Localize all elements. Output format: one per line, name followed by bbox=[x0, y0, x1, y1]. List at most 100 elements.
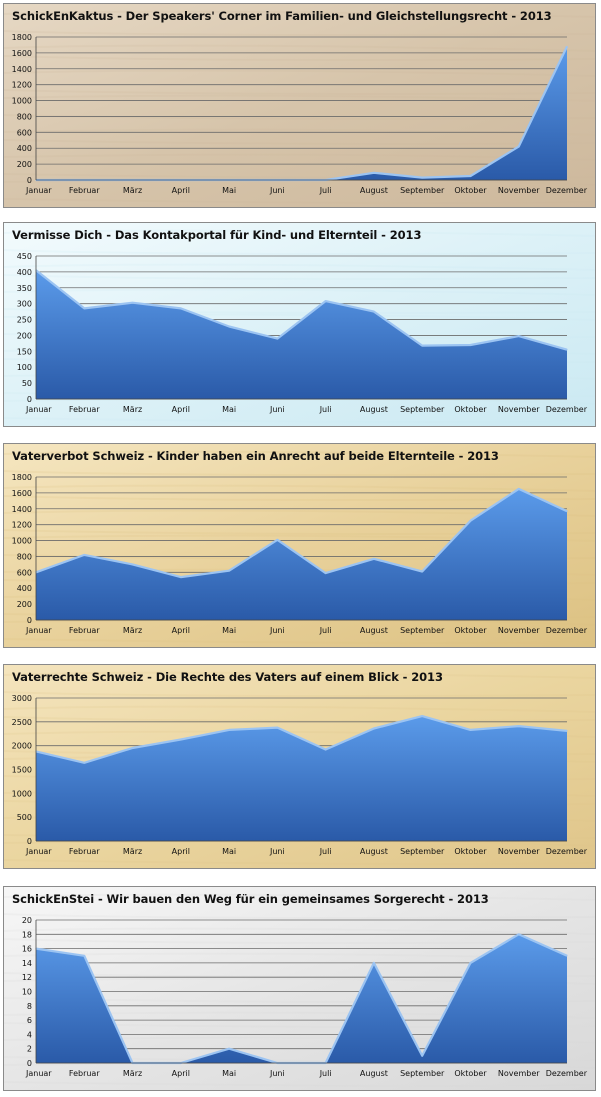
chart-1-x-tick-label: Juni bbox=[269, 405, 285, 414]
chart-1-x-tick-label: März bbox=[123, 405, 142, 414]
chart-2-x-tick-label: Juni bbox=[269, 626, 285, 635]
chart-2-y-tick-label: 400 bbox=[17, 584, 32, 593]
chart-1-point bbox=[325, 300, 327, 302]
chart-4-y-tick-label: 2 bbox=[27, 1045, 32, 1054]
chart-0-y-tick-label: 1400 bbox=[12, 65, 32, 74]
chart-1-point bbox=[566, 349, 568, 351]
chart-0-x-tick-label: November bbox=[498, 186, 540, 195]
chart-2-x-tick-label: Dezember bbox=[546, 626, 588, 635]
chart-3-point bbox=[325, 748, 327, 751]
chart-2-point bbox=[276, 539, 278, 541]
chart-3-x-tick-label: Januar bbox=[25, 847, 52, 856]
chart-2-point bbox=[469, 520, 472, 522]
chart-1-title: Vermisse Dich - Das Kontakportal für Kin… bbox=[12, 228, 422, 242]
chart-4-y-tick-label: 10 bbox=[22, 988, 32, 997]
chart-3-y-tick-label: 2000 bbox=[12, 742, 32, 751]
chart-2-y-tick-label: 1600 bbox=[12, 489, 32, 498]
chart-0-y-tick-label: 0 bbox=[27, 176, 32, 185]
chart-panel-speakers-corner: 0 200 400 600 800 1000 1200 1400 1600 1800 Januar F… bbox=[3, 3, 596, 208]
chart-2-y-tick-label: 800 bbox=[17, 552, 32, 561]
chart-0-x-tick-label: Juni bbox=[269, 186, 285, 195]
chart-1-y-tick-label: 150 bbox=[17, 347, 32, 356]
chart-0-y-tick-label: 1600 bbox=[12, 49, 32, 58]
chart-0-point bbox=[373, 172, 375, 174]
chart-1-x-tick-label: Januar bbox=[25, 405, 52, 414]
chart-3-title: Vaterrechte Schweiz - Die Rechte des Vat… bbox=[12, 670, 443, 684]
chart-2-point bbox=[83, 554, 85, 556]
chart-1-y-tick-label: 50 bbox=[22, 379, 32, 388]
chart-4-point bbox=[566, 955, 568, 957]
chart-4-x-tick-label: Juni bbox=[269, 1069, 285, 1078]
chart-0-y-tick-label: 1200 bbox=[12, 81, 32, 90]
chart-1-point bbox=[228, 325, 230, 328]
chart-0-svg: 0 200 400 600 800 1000 1200 1400 1600 1800 Januar F… bbox=[4, 4, 595, 207]
chart-3-x-tick-label: November bbox=[498, 847, 540, 856]
chart-2-y-tick-label: 1000 bbox=[12, 537, 32, 546]
chart-4-title: SchickEnStei - Wir bauen den Weg für ein… bbox=[12, 892, 489, 906]
chart-0-x-tick-label: August bbox=[360, 186, 388, 195]
chart-2-x-tick-label: März bbox=[123, 626, 142, 635]
chart-2-x-tick-label: Februar bbox=[69, 626, 100, 635]
chart-3-point bbox=[228, 729, 230, 731]
chart-2-point bbox=[421, 570, 423, 573]
chart-1-y-tick-label: 350 bbox=[17, 284, 32, 293]
chart-3-x-tick-label: April bbox=[172, 847, 190, 856]
chart-2-point bbox=[131, 563, 134, 565]
chart-1-y-tick-label: 450 bbox=[17, 252, 32, 261]
chart-4-point bbox=[373, 962, 375, 964]
chart-4-y-tick-label: 20 bbox=[22, 916, 32, 925]
chart-0-x-tick-label: März bbox=[123, 186, 142, 195]
chart-4-x-tick-label: November bbox=[498, 1069, 540, 1078]
chart-3-point bbox=[180, 738, 182, 741]
chart-4-x-tick-label: Mai bbox=[222, 1069, 236, 1078]
chart-3-point bbox=[276, 727, 278, 729]
chart-2-y-tick-label: 1200 bbox=[12, 521, 32, 530]
chart-0-point bbox=[469, 175, 472, 177]
chart-2-y-tick-label: 1800 bbox=[12, 473, 32, 482]
chart-4-y-tick-label: 6 bbox=[27, 1016, 32, 1025]
chart-3-point bbox=[469, 729, 472, 731]
chart-2-area-edge bbox=[35, 487, 568, 579]
chart-3-x-tick-label: Juli bbox=[319, 847, 332, 856]
chart-3-x-tick-label: Mai bbox=[222, 847, 236, 856]
chart-3-point bbox=[83, 762, 85, 764]
chart-3-y-tick-label: 1500 bbox=[12, 766, 32, 775]
chart-1-point bbox=[180, 307, 182, 309]
chart-0-y-tick-label: 200 bbox=[17, 160, 32, 169]
chart-1-y-tick-label: 0 bbox=[27, 395, 32, 404]
chart-2-point bbox=[325, 572, 327, 574]
chart-2-x-tick-label: April bbox=[172, 626, 190, 635]
chart-3-y-tick-label: 1000 bbox=[12, 789, 32, 798]
chart-3-x-tick-label: Juni bbox=[269, 847, 285, 856]
chart-4-svg: 0 2 4 6 8 10 12 14 16 18 20 Januar Februar März April M… bbox=[4, 887, 595, 1090]
chart-1-point bbox=[373, 311, 375, 313]
chart-4-area bbox=[36, 934, 567, 1063]
chart-0-x-tick-label: Dezember bbox=[546, 186, 588, 195]
chart-0-y-tick-label: 1000 bbox=[12, 97, 32, 106]
chart-0-x-tick-label: September bbox=[400, 186, 445, 195]
chart-4-y-tick-label: 16 bbox=[22, 945, 32, 954]
chart-3-x-tick-label: September bbox=[400, 847, 445, 856]
chart-1-area-edge bbox=[35, 269, 568, 351]
chart-3-point bbox=[566, 730, 568, 732]
chart-4-x-tick-label: Juli bbox=[319, 1069, 332, 1078]
chart-1-point bbox=[518, 335, 520, 337]
chart-3-y-tick-label: 500 bbox=[17, 813, 32, 822]
chart-3-y-tick-label: 3000 bbox=[12, 694, 32, 703]
chart-0-x-tick-label: Oktober bbox=[454, 186, 487, 195]
chart-1-x-tick-label: Mai bbox=[222, 405, 236, 414]
chart-0-x-tick-label: April bbox=[172, 186, 190, 195]
chart-1-x-tick-label: Oktober bbox=[454, 405, 487, 414]
chart-1-x-tick-label: Juli bbox=[319, 405, 332, 414]
chart-4-y-tick-label: 0 bbox=[27, 1059, 32, 1068]
chart-panel-schickenstei: 0 2 4 6 8 10 12 14 16 18 20 Januar Februar März April M… bbox=[3, 886, 596, 1091]
chart-1-x-tick-label: April bbox=[172, 405, 190, 414]
chart-1-x-tick-label: Dezember bbox=[546, 405, 588, 414]
chart-0-y-tick-label: 800 bbox=[17, 112, 32, 121]
chart-4-x-tick-label: Februar bbox=[69, 1069, 100, 1078]
chart-3-point bbox=[373, 727, 375, 730]
chart-2-title: Vaterverbot Schweiz - Kinder haben ein A… bbox=[12, 449, 499, 463]
chart-4-x-tick-label: März bbox=[123, 1069, 142, 1078]
chart-3-x-tick-label: August bbox=[360, 847, 388, 856]
chart-3-x-tick-label: März bbox=[123, 847, 142, 856]
